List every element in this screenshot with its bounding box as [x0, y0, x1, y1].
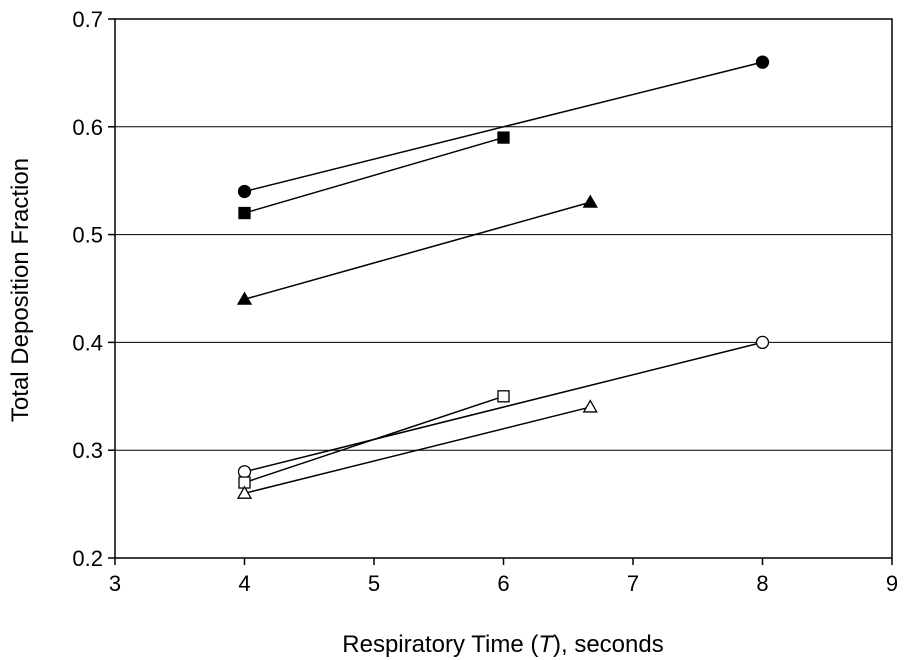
- series-line: [244, 341, 763, 473]
- series-open-circle: [237, 335, 770, 479]
- series-open-square: [238, 390, 510, 489]
- x-tick-label: 8: [756, 571, 768, 596]
- data-series: [236, 55, 770, 499]
- data-point-triangle: [236, 291, 253, 305]
- data-point-triangle: [236, 485, 253, 499]
- x-tick-label: 5: [368, 571, 380, 596]
- series-open-triangle: [236, 399, 598, 499]
- data-point-circle: [237, 465, 252, 479]
- y-tick-label: 0.7: [72, 7, 103, 32]
- x-tick-label: 3: [109, 571, 121, 596]
- x-tick-label: 7: [627, 571, 639, 596]
- axis-ticks: 0.2 0.3 0.4 0.5 0.6 0.7 3 4 5 6 7 8 9: [72, 7, 898, 596]
- y-tick-label: 0.4: [72, 330, 103, 355]
- x-tick-label: 6: [497, 571, 509, 596]
- x-axis-title-suffix: ), seconds: [553, 631, 664, 658]
- y-tick-label: 0.3: [72, 438, 103, 463]
- data-point-square: [497, 131, 510, 144]
- data-point-circle: [237, 184, 252, 199]
- series-filled-circle: [237, 55, 770, 199]
- y-tick-label: 0.6: [72, 115, 103, 140]
- data-point-square: [238, 206, 251, 220]
- series-line: [244, 61, 763, 193]
- series-filled-triangle: [236, 194, 598, 305]
- data-point-circle: [755, 335, 770, 350]
- data-point-square: [497, 390, 510, 403]
- series-filled-square: [238, 131, 510, 220]
- data-point-circle: [755, 55, 770, 69]
- y-axis-title: Total Deposition Fraction: [7, 158, 34, 422]
- x-tick-label: 4: [238, 571, 250, 596]
- y-tick-label: 0.5: [72, 223, 103, 248]
- data-point-triangle: [582, 399, 598, 413]
- series-line: [244, 395, 504, 484]
- x-axis-title-variable: T: [538, 631, 555, 658]
- series-line: [244, 201, 591, 301]
- x-axis-title: Respiratory Time (T), seconds: [342, 631, 663, 658]
- x-tick-label: 9: [886, 571, 898, 596]
- plot-area-frame: [114, 18, 893, 559]
- x-axis-title-prefix: Respiratory Time (: [342, 631, 538, 658]
- y-tick-label: 0.2: [72, 546, 103, 571]
- series-line: [244, 136, 504, 214]
- data-point-triangle: [582, 194, 598, 208]
- series-line: [244, 406, 591, 495]
